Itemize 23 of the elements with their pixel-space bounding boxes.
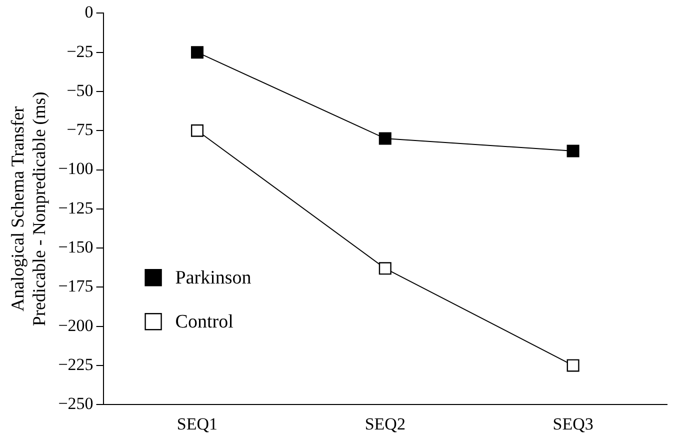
y-tick-label: −75 [66, 120, 94, 140]
point [566, 359, 580, 372]
y-tick-label: −200 [58, 316, 94, 335]
legend-label: Parkinson [175, 268, 252, 289]
x-tick-label: SEQ1 [176, 414, 218, 434]
y-tick-label: −175 [58, 276, 94, 296]
y-tick-label: −50 [66, 80, 94, 100]
y-tick-label: −250 [58, 394, 94, 414]
point [378, 132, 392, 145]
y-tick-label: −25 [66, 42, 94, 61]
y-tick-label: −100 [58, 159, 94, 178]
point [190, 124, 204, 137]
point [378, 262, 392, 275]
x-tick-label: SEQ3 [552, 414, 594, 434]
point [190, 46, 204, 59]
y-axis-title: Analogical Schema Transfer Predicable - Nonpredicable (ms) [8, 92, 50, 326]
x-tick-label: SEQ2 [364, 414, 406, 434]
y-tick-label: −225 [58, 354, 94, 374]
point [566, 144, 580, 158]
y-tick-label: 0 [84, 2, 94, 22]
y-tick-label: −125 [58, 198, 94, 218]
y-tick-label: −150 [58, 238, 94, 257]
legend-label: Control [175, 312, 234, 333]
